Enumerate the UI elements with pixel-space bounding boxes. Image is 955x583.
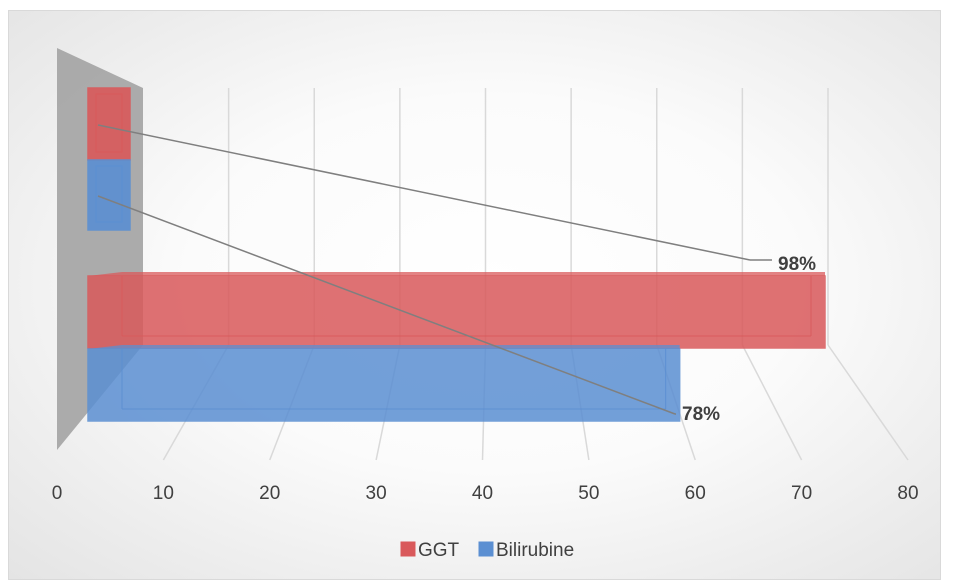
x-tick-label: 10 bbox=[153, 483, 174, 504]
x-tick-label: 40 bbox=[472, 483, 493, 504]
data-label: 98% bbox=[778, 254, 816, 275]
bar-ggt bbox=[88, 276, 825, 348]
side-bar-ggt bbox=[88, 88, 130, 160]
data-label: 78% bbox=[682, 404, 720, 425]
x-tick-label: 60 bbox=[685, 483, 706, 504]
floor-gridline bbox=[828, 345, 908, 460]
legend-label: Bilirubine bbox=[496, 540, 574, 561]
legend-label: GGT bbox=[418, 540, 460, 561]
x-tick-label: 50 bbox=[578, 483, 599, 504]
x-tick-label: 30 bbox=[366, 483, 387, 504]
x-tick-label: 20 bbox=[259, 483, 280, 504]
legend-swatch-bilirubine bbox=[479, 542, 493, 556]
floor-gridline bbox=[742, 345, 801, 460]
x-tick-label: 80 bbox=[897, 483, 918, 504]
x-tick-label: 0 bbox=[52, 483, 63, 504]
side-bar-bilirubine bbox=[88, 160, 130, 230]
leader-line bbox=[98, 125, 750, 260]
bar-bilirubine bbox=[88, 349, 680, 421]
legend-swatch-ggt bbox=[401, 542, 415, 556]
x-tick-label: 70 bbox=[791, 483, 812, 504]
